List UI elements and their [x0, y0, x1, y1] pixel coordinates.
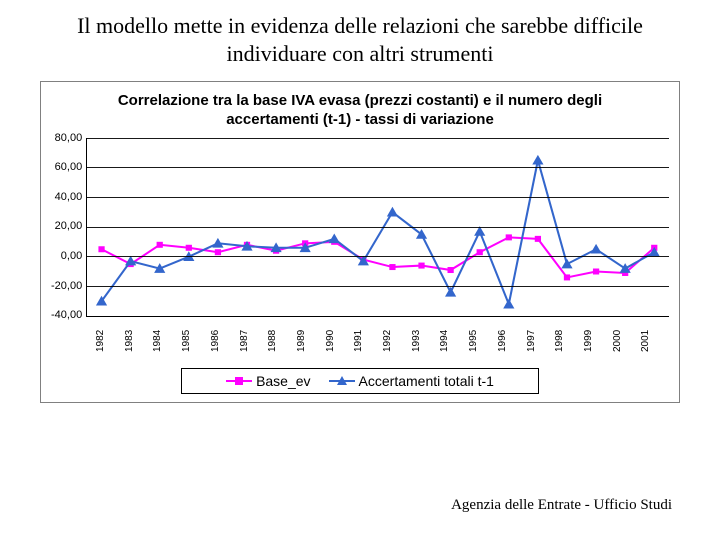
chart-title: Correlazione tra la base IVA evasa (prez… [51, 88, 669, 138]
series-marker [157, 241, 163, 247]
series-marker [387, 206, 398, 216]
legend: Base_ev Accertamenti totali t-1 [181, 368, 539, 394]
series-marker [564, 274, 570, 280]
series-line-accertamenti-totali-t-1 [102, 160, 655, 304]
y-axis-labels: 80,00 60,00 40,00 20,00 0,00 -20,00 -40,00 [51, 132, 86, 322]
x-tick-label: 1996 [497, 324, 526, 358]
x-tick-label: 2001 [640, 324, 669, 358]
series-marker [620, 263, 631, 273]
series-marker [562, 258, 573, 268]
legend-label: Accertamenti totali t-1 [359, 373, 494, 389]
series-marker [477, 249, 483, 255]
y-tick-label: 40,00 [55, 191, 83, 203]
series-marker [329, 233, 340, 243]
series-marker [506, 234, 512, 240]
series-marker [593, 268, 599, 274]
series-marker [533, 154, 544, 164]
x-tick-label: 1982 [95, 324, 124, 358]
y-tick-label: -20,00 [51, 280, 82, 292]
series-marker [503, 298, 514, 308]
x-axis-labels: 1982198319841985198619871988198919901991… [95, 324, 669, 358]
x-tick-label: 1986 [210, 324, 239, 358]
footer-text: Agenzia delle Entrate - Ufficio Studi [451, 497, 672, 514]
series-marker [186, 244, 192, 250]
y-tick-label: 60,00 [55, 161, 83, 173]
x-tick-label: 1985 [181, 324, 210, 358]
x-tick-label: 1989 [296, 324, 325, 358]
x-tick-label: 1993 [411, 324, 440, 358]
x-tick-label: 1998 [554, 324, 583, 358]
series-marker [390, 264, 396, 270]
legend-item-accertamenti: Accertamenti totali t-1 [329, 373, 494, 389]
x-tick-label: 1990 [325, 324, 354, 358]
x-tick-label: 1999 [583, 324, 612, 358]
legend-item-base-ev: Base_ev [226, 373, 310, 389]
series-marker [445, 286, 456, 296]
plot-area [86, 138, 669, 317]
y-tick-label: -40,00 [51, 309, 82, 321]
x-tick-label: 1991 [353, 324, 382, 358]
series-marker [535, 235, 541, 241]
x-tick-label: 1988 [267, 324, 296, 358]
x-tick-label: 1995 [468, 324, 497, 358]
legend-label: Base_ev [256, 373, 310, 389]
y-tick-label: 20,00 [55, 220, 83, 232]
y-tick-label: 80,00 [55, 132, 83, 144]
series-marker [99, 246, 105, 252]
x-tick-label: 1983 [124, 324, 153, 358]
x-tick-label: 1987 [239, 324, 268, 358]
series-marker [419, 262, 425, 268]
series-marker [591, 243, 602, 253]
x-tick-label: 1992 [382, 324, 411, 358]
x-tick-label: 1984 [152, 324, 181, 358]
slide-title: Il modello mette in evidenza delle relaz… [0, 0, 720, 73]
chart-container: Correlazione tra la base IVA evasa (prez… [40, 81, 680, 403]
x-tick-label: 1994 [439, 324, 468, 358]
x-tick-label: 1997 [526, 324, 555, 358]
y-tick-label: 0,00 [61, 250, 82, 262]
series-marker [215, 249, 221, 255]
x-tick-label: 2000 [612, 324, 641, 358]
series-marker [448, 267, 454, 273]
